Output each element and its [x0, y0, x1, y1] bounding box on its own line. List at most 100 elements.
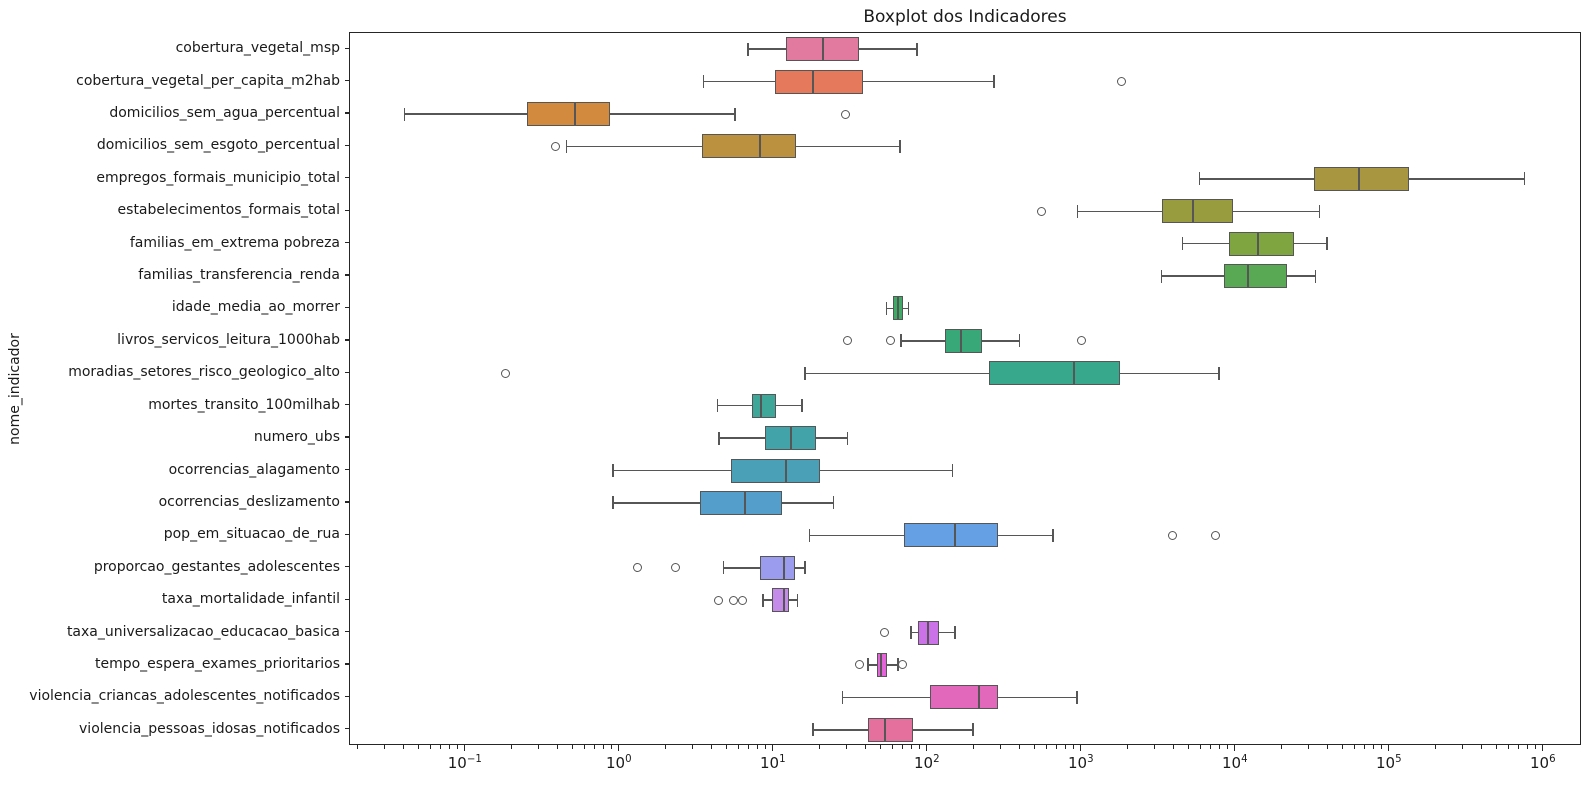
median-line: [1247, 264, 1249, 289]
whisker-cap: [1314, 269, 1317, 283]
whisker-line: [1077, 210, 1162, 212]
boxplot-box: [989, 361, 1120, 386]
whisker-cap: [1181, 237, 1184, 251]
y-tick-label: ocorrencias_alagamento: [168, 461, 340, 478]
y-tick-label: pop_em_situacao_de_rua: [163, 526, 340, 543]
x-minor-tick-mark: [1341, 745, 1343, 749]
y-tick-label: idade_media_ao_morrer: [171, 299, 340, 316]
plot-area: [349, 32, 1581, 745]
y-tick-mark: [345, 339, 349, 341]
whisker-cap: [899, 139, 901, 153]
x-minor-tick-mark: [865, 745, 867, 749]
x-tick-mark: [926, 745, 928, 751]
median-line: [1073, 361, 1076, 386]
boxplot-box: [1224, 264, 1287, 289]
median-line: [884, 717, 887, 742]
whisker-cap: [734, 107, 736, 121]
x-minor-tick-mark: [1434, 745, 1436, 749]
whisker-line: [794, 567, 806, 569]
outlier-point: [1037, 206, 1047, 216]
median-line: [822, 37, 825, 62]
whisker-line: [718, 437, 766, 439]
whisker-line: [886, 307, 893, 310]
whisker-cap: [804, 366, 806, 380]
x-minor-tick-mark: [1381, 745, 1383, 749]
outlier-point: [879, 628, 889, 638]
whisker-line: [982, 340, 1020, 342]
chart-title: Boxplot dos Indicadores: [863, 7, 1067, 27]
x-minor-tick-mark: [449, 745, 451, 749]
x-minor-tick-mark: [603, 745, 605, 749]
whisker-line: [1120, 372, 1220, 375]
x-minor-tick-mark: [879, 745, 881, 749]
whisker-cap: [1018, 334, 1021, 348]
whisker-line: [997, 534, 1053, 537]
whisker-cap: [747, 42, 749, 56]
outlier-point: [854, 660, 864, 670]
x-minor-tick-mark: [557, 745, 559, 749]
x-minor-tick-mark: [1364, 745, 1366, 749]
y-tick-label: familias_transferencia_renda: [138, 267, 340, 284]
median-line: [1257, 231, 1260, 256]
x-minor-tick-mark: [748, 745, 750, 749]
whisker-cap: [832, 496, 835, 510]
boxplot-box: [929, 685, 998, 710]
whisker-cap: [972, 723, 974, 737]
whisker-cap: [910, 626, 912, 640]
median-line: [782, 588, 785, 613]
y-tick-mark: [345, 663, 349, 665]
whisker-line: [796, 145, 901, 148]
y-tick-label: violencia_criancas_adolescentes_notifica…: [29, 688, 340, 705]
median-line: [812, 69, 815, 94]
y-tick-mark: [345, 177, 349, 179]
x-minor-tick-mark: [757, 745, 759, 749]
outlier-point: [885, 336, 895, 346]
whisker-cap: [1160, 269, 1163, 283]
whisker-line: [901, 340, 946, 342]
whisker-line: [912, 729, 973, 731]
median-line: [1192, 199, 1195, 224]
x-tick-label: 104: [1222, 754, 1248, 772]
whisker-cap: [1076, 690, 1078, 704]
outlier-point: [714, 595, 724, 605]
whisker-cap: [1326, 237, 1328, 251]
x-minor-tick-mark: [1508, 745, 1510, 749]
whisker-line: [781, 502, 834, 504]
x-minor-tick-mark: [725, 745, 727, 749]
y-tick-label: livros_servicos_leitura_1000hab: [117, 331, 340, 348]
outlier-point: [500, 368, 510, 378]
median-line: [782, 555, 785, 580]
whisker-line: [1233, 210, 1320, 212]
boxplot-box: [903, 523, 998, 548]
whisker-line: [775, 404, 802, 407]
whisker-line: [404, 113, 528, 115]
x-minor-tick-mark: [1518, 745, 1520, 749]
x-tick-label: 105: [1376, 754, 1402, 772]
whisker-line: [609, 113, 736, 115]
boxplot-box: [945, 328, 983, 353]
whisker-line: [788, 599, 798, 601]
x-minor-tick-mark: [1495, 745, 1497, 749]
whisker-cap: [612, 496, 614, 510]
median-line: [785, 458, 787, 483]
x-minor-tick-mark: [972, 745, 974, 749]
median-line: [953, 523, 956, 548]
whisker-cap: [1198, 172, 1201, 186]
y-tick-mark: [345, 728, 349, 730]
median-line: [926, 620, 929, 645]
median-line: [573, 102, 576, 127]
whisker-cap: [716, 399, 719, 413]
x-minor-tick-mark: [1354, 745, 1356, 749]
whisker-line: [1408, 178, 1525, 180]
whisker-line: [566, 145, 702, 148]
y-tick-mark: [345, 436, 349, 438]
y-tick-mark: [345, 47, 349, 49]
x-minor-tick-mark: [911, 745, 913, 749]
outlier-point: [671, 563, 681, 573]
x-tick-mark: [464, 745, 466, 751]
x-minor-tick-mark: [919, 745, 921, 749]
x-minor-tick-mark: [892, 745, 894, 749]
x-minor-tick-mark: [1307, 745, 1309, 749]
boxplot-box: [699, 490, 782, 515]
